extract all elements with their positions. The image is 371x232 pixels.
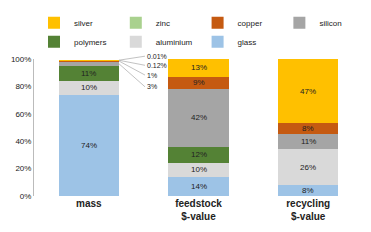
svg-text:12%: 12% [191,150,207,159]
svg-text:8%: 8% [302,124,314,133]
svg-text:13%: 13% [191,63,207,72]
svg-text:11%: 11% [301,137,316,146]
svg-text:10%: 10% [191,165,207,174]
svg-text:0%: 0% [20,192,32,201]
svg-text:silver: silver [74,19,93,28]
svg-text:47%: 47% [300,87,316,96]
svg-text:42%: 42% [191,113,207,122]
svg-text:feedstock$-value: feedstock$-value [175,198,222,222]
svg-text:0.01%: 0.01% [147,53,167,60]
svg-text:60%: 60% [15,110,31,119]
svg-text:40%: 40% [15,137,31,146]
svg-text:10%: 10% [81,83,97,92]
svg-text:9%: 9% [193,78,205,87]
svg-text:zinc: zinc [156,19,170,28]
svg-text:100%: 100% [11,55,31,64]
svg-text:silicon: silicon [319,19,341,28]
svg-text:polymers: polymers [74,38,106,47]
svg-text:80%: 80% [15,82,31,91]
svg-text:8%: 8% [302,186,314,195]
svg-text:14%: 14% [191,182,207,191]
svg-text:copper: copper [238,19,263,28]
svg-text:1%: 1% [147,72,157,79]
svg-text:glass: glass [238,38,257,47]
svg-text:11%: 11% [81,69,96,78]
svg-text:aluminium: aluminium [156,38,193,47]
svg-text:3%: 3% [147,83,157,90]
svg-text:26%: 26% [300,163,316,172]
svg-text:recycling$-value: recycling$-value [286,198,330,222]
svg-text:20%: 20% [15,164,31,173]
svg-text:74%: 74% [81,141,97,150]
svg-text:mass: mass [76,198,102,209]
svg-text:0.12%: 0.12% [147,62,167,69]
